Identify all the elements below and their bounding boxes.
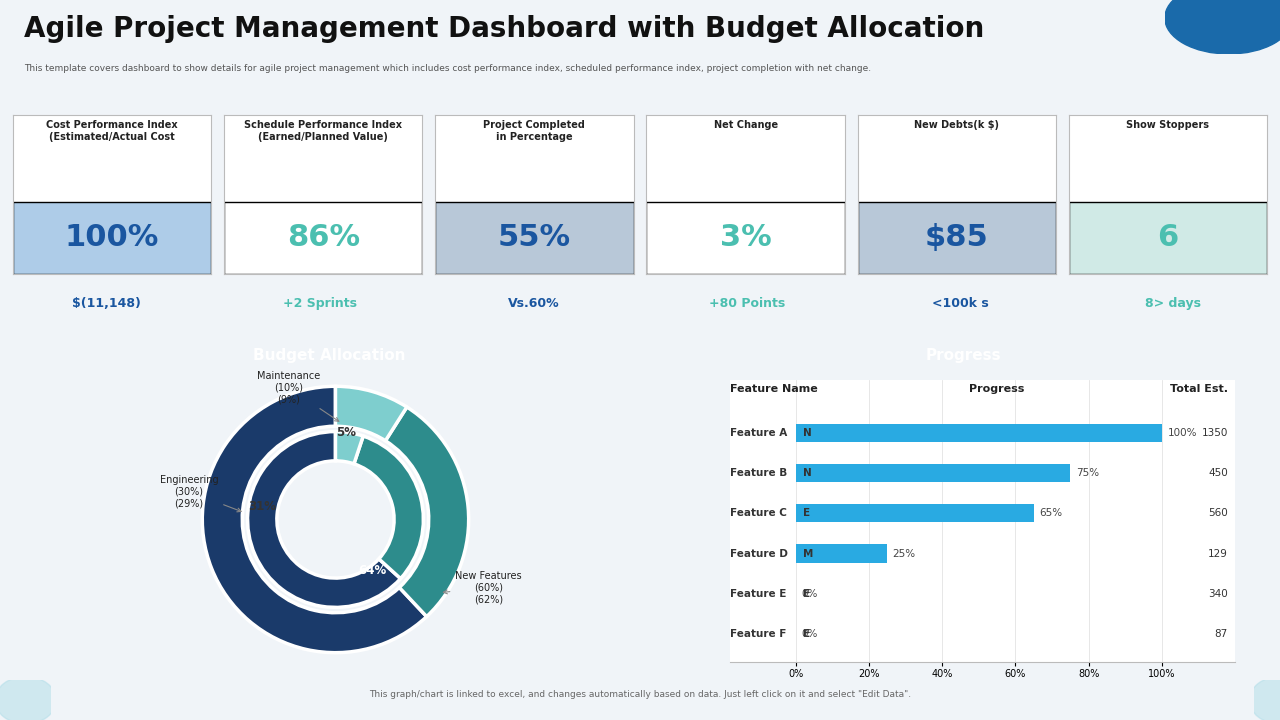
Text: N: N <box>803 468 812 478</box>
Text: 31%: 31% <box>248 500 276 513</box>
Circle shape <box>0 677 56 720</box>
Text: +2 Sprints: +2 Sprints <box>283 297 357 310</box>
Text: 450: 450 <box>1208 468 1228 478</box>
Text: 100%: 100% <box>1167 428 1197 438</box>
Text: Feature C: Feature C <box>730 508 786 518</box>
Text: Feature Name: Feature Name <box>730 384 818 395</box>
Text: Feature E: Feature E <box>730 589 786 599</box>
Circle shape <box>1165 0 1280 54</box>
Text: New Debts(k $): New Debts(k $) <box>914 120 1000 130</box>
Text: N: N <box>803 428 812 438</box>
Text: 55%: 55% <box>498 223 571 253</box>
Bar <box>796 504 1034 522</box>
FancyBboxPatch shape <box>224 202 422 274</box>
Text: +80 Points: +80 Points <box>709 297 785 310</box>
Bar <box>796 544 887 562</box>
Text: Cost Performance Index
(Estimated/Actual Cost: Cost Performance Index (Estimated/Actual… <box>46 120 178 143</box>
Text: 87: 87 <box>1215 629 1228 639</box>
Text: Progress: Progress <box>925 348 1001 363</box>
Text: New Features
(60%)
(62%): New Features (60%) (62%) <box>443 571 522 604</box>
Text: Total Est.: Total Est. <box>1170 384 1228 395</box>
Text: E: E <box>803 589 810 599</box>
Text: 64%: 64% <box>358 564 387 577</box>
Text: $85: $85 <box>925 223 988 253</box>
Text: 340: 340 <box>1208 589 1228 599</box>
Text: 86%: 86% <box>287 223 360 253</box>
Wedge shape <box>355 436 424 579</box>
Text: Engineering
(30%)
(29%): Engineering (30%) (29%) <box>160 475 241 512</box>
Text: This graph/chart is linked to excel, and changes automatically based on data. Ju: This graph/chart is linked to excel, and… <box>369 690 911 698</box>
Circle shape <box>1249 677 1280 720</box>
Wedge shape <box>385 407 468 616</box>
Text: 100%: 100% <box>65 223 159 253</box>
FancyBboxPatch shape <box>646 202 845 274</box>
FancyBboxPatch shape <box>13 202 211 274</box>
Text: Feature A: Feature A <box>730 428 787 438</box>
Text: Show Stoppers: Show Stoppers <box>1126 120 1210 130</box>
Text: 129: 129 <box>1208 549 1228 559</box>
Text: 25%: 25% <box>892 549 915 559</box>
Text: Agile Project Management Dashboard with Budget Allocation: Agile Project Management Dashboard with … <box>24 14 984 42</box>
Text: $(11,148): $(11,148) <box>72 297 141 310</box>
Text: Feature F: Feature F <box>730 629 786 639</box>
Text: Progress: Progress <box>969 384 1025 395</box>
Text: 65%: 65% <box>1039 508 1062 518</box>
Text: Feature B: Feature B <box>730 468 787 478</box>
Text: Schedule Performance Index
(Earned/Planned Value): Schedule Performance Index (Earned/Plann… <box>244 120 402 143</box>
Text: M: M <box>803 549 813 559</box>
Wedge shape <box>247 431 401 608</box>
Text: 0%: 0% <box>801 629 818 639</box>
Text: 6: 6 <box>1157 223 1179 253</box>
Text: <100k s: <100k s <box>932 297 988 310</box>
Text: 75%: 75% <box>1075 468 1100 478</box>
Wedge shape <box>202 386 426 652</box>
Text: E: E <box>803 508 810 518</box>
Text: Maintenance
(10%)
(9%): Maintenance (10%) (9%) <box>257 371 339 421</box>
Text: Project Completed
in Percentage: Project Completed in Percentage <box>484 120 585 143</box>
Text: 0%: 0% <box>801 589 818 599</box>
Bar <box>796 423 1162 441</box>
Text: Vs.60%: Vs.60% <box>508 297 559 310</box>
Text: 3%: 3% <box>719 223 772 253</box>
FancyBboxPatch shape <box>858 202 1056 274</box>
Bar <box>796 464 1070 482</box>
FancyBboxPatch shape <box>1069 202 1267 274</box>
Text: 1350: 1350 <box>1202 428 1228 438</box>
Text: This template covers dashboard to show details for agile project management whic: This template covers dashboard to show d… <box>24 63 872 73</box>
Wedge shape <box>335 431 364 464</box>
Text: 560: 560 <box>1208 508 1228 518</box>
Text: 5%: 5% <box>337 426 356 439</box>
Text: Net Change: Net Change <box>713 120 778 130</box>
Text: Feature D: Feature D <box>730 549 787 559</box>
Text: E: E <box>803 629 810 639</box>
Wedge shape <box>335 386 407 441</box>
FancyBboxPatch shape <box>435 202 634 274</box>
Text: 8> days: 8> days <box>1146 297 1202 310</box>
Text: Budget Allocation: Budget Allocation <box>253 348 406 363</box>
